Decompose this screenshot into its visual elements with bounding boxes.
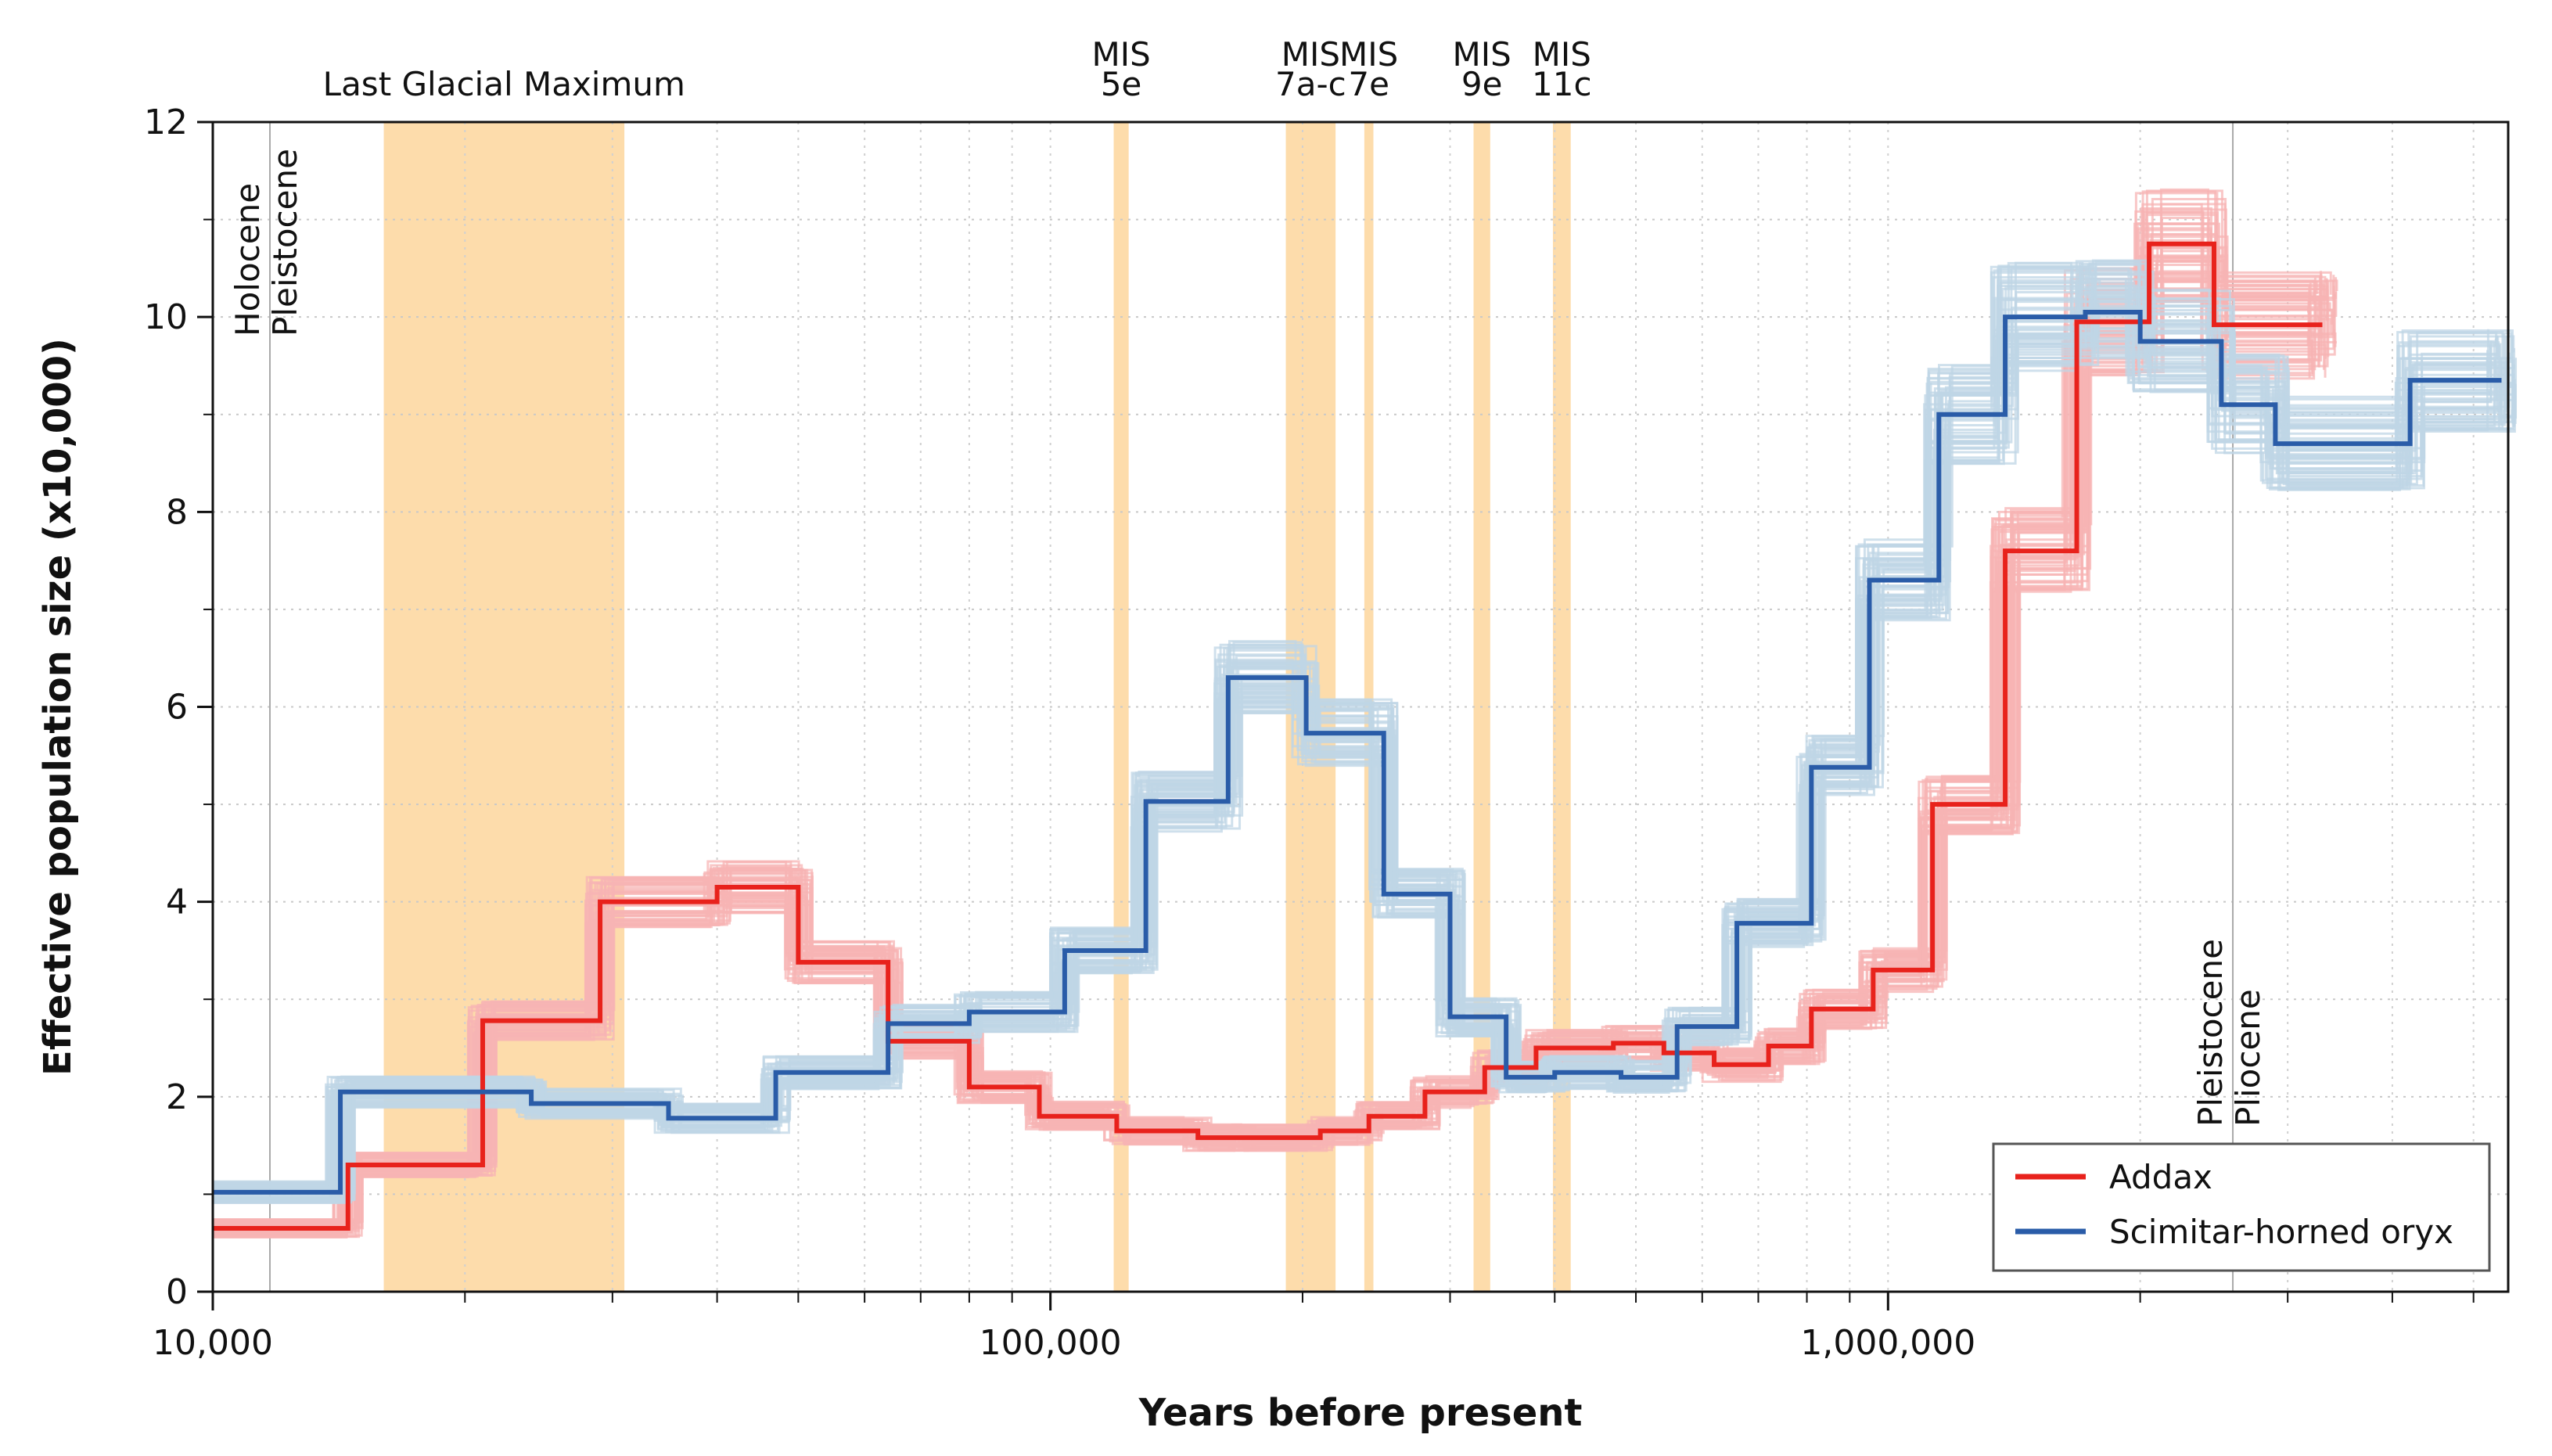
y-tick-label: 12 (144, 102, 188, 142)
bootstrap-line (213, 232, 2314, 1231)
period-label-4-line-1: 9e (1461, 65, 1503, 103)
y-tick-label: 4 (166, 883, 188, 922)
period-label-5-line-1: 11c (1532, 65, 1592, 103)
period-label-4-line-0: MIS (1453, 35, 1511, 74)
period-label-0: Last Glacial Maximum (323, 65, 685, 103)
x-axis-title: Years before present (1138, 1391, 1583, 1435)
y-tick-label: 2 (166, 1077, 188, 1117)
legend-label-1: Scimitar-horned oryx (2109, 1213, 2453, 1251)
boundary-label-0-line-1: Pleistocene (266, 149, 304, 336)
period-label-2-line-1: 7a-c (1275, 65, 1346, 103)
x-tick-label: 100,000 (979, 1323, 1122, 1363)
series-layer (213, 241, 2502, 1231)
bootstrap-line (213, 331, 2504, 1201)
y-tick-label: 8 (166, 492, 188, 532)
y-tick-label: 0 (166, 1272, 188, 1312)
x-tick-label: 10,000 (153, 1323, 273, 1363)
annotations-layer: Last Glacial MaximumMIS5eMIS7a-cMIS7eMIS… (228, 35, 2267, 1127)
period-label-3-line-0: MIS (1339, 35, 1398, 74)
boundary-label-1-line-0: Pleistocene (2191, 939, 2230, 1127)
boundary-label-0-line-0: Holocene (228, 183, 267, 336)
scimitar-horned-oryx-line (213, 309, 2502, 1195)
period-label-5-line-0: MIS (1533, 35, 1591, 74)
legend-label-0: Addax (2109, 1158, 2212, 1196)
addax-line (213, 241, 2323, 1231)
legend-box (1992, 1142, 2491, 1272)
bootstrap-line (213, 344, 2489, 1196)
legend: Addax Scimitar-horned oryx (1992, 1142, 2491, 1272)
y-tick-label: 6 (166, 688, 188, 728)
bootstrap-lines-addax (213, 188, 2338, 1238)
x-tick-label: 1,000,000 (1800, 1323, 1975, 1363)
bootstrap-line (213, 188, 2327, 1227)
axes-layer: 0 2 4 6 8 10 12 10,000 100,000 1,000,000 Years bef… (36, 102, 2510, 1435)
period-label-1-line-0: MIS (1091, 35, 1150, 74)
period-label-2-line-0: MIS (1281, 35, 1340, 74)
y-axis-title: Effective population size (x10,000) (36, 338, 80, 1076)
y-tick-label: 10 (144, 297, 188, 337)
boundary-label-1-line-1: Pliocene (2229, 989, 2267, 1127)
period-label-1-line-1: 5e (1101, 65, 1142, 103)
period-label-3-line-1: 7e (1348, 65, 1389, 103)
